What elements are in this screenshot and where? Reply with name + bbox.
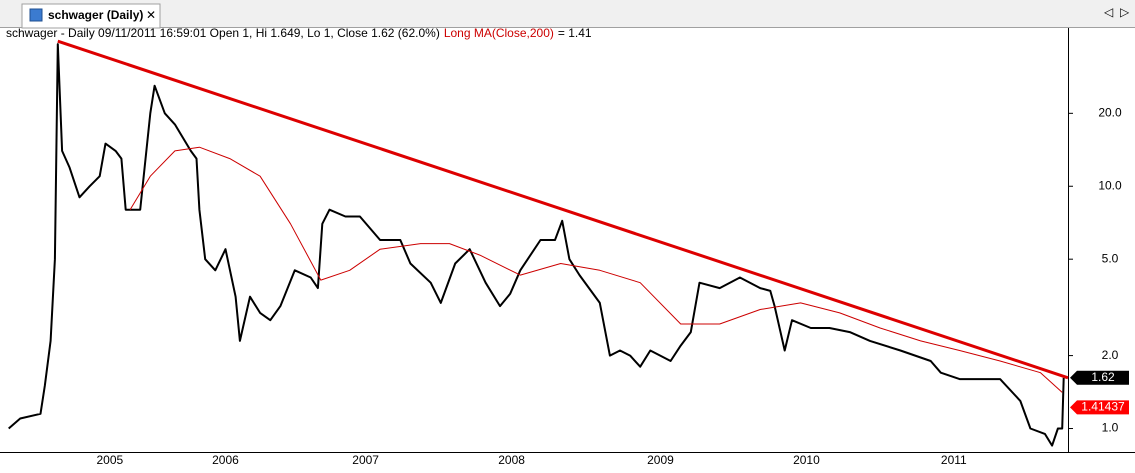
scroll-right[interactable]: ▷: [1120, 5, 1130, 19]
y-tick-label: 5.0: [1102, 251, 1119, 265]
x-tick-label: 2007: [352, 453, 379, 467]
header-ma-name: Long MA(Close,200): [444, 26, 554, 40]
last-value-label: 1.62: [1091, 370, 1115, 384]
series-line: [57, 39, 1069, 380]
y-tick-label: 2.0: [1102, 348, 1119, 362]
tab-close[interactable]: ✕: [146, 8, 156, 22]
tab[interactable]: schwager (Daily) ✕: [21, 3, 161, 29]
tab-icon: [29, 8, 43, 22]
header-ma-value: = 1.41: [558, 26, 592, 40]
x-tick-label: 2011: [941, 453, 967, 467]
y-tick-label: 10.0: [1098, 178, 1122, 192]
x-tick-label: 2010: [793, 453, 820, 467]
series-line: [8, 43, 1065, 447]
header-info: schwager - Daily 09/11/2011 16:59:01 Ope…: [6, 26, 440, 40]
chart-title: schwager - Daily 09/11/2011 16:59:01 Ope…: [6, 26, 592, 40]
y-tick-label: 1.0: [1102, 421, 1119, 435]
x-tick-label: 2008: [498, 453, 525, 467]
x-tick-label: 2009: [647, 453, 674, 467]
last-value-pointer: [1070, 370, 1077, 385]
last-value-pointer: [1070, 400, 1077, 415]
last-value-box: [1077, 400, 1129, 415]
scroll-left[interactable]: ◁: [1104, 5, 1114, 19]
y-tick-label: 20.0: [1098, 105, 1122, 119]
tab-title[interactable]: schwager (Daily): [48, 8, 143, 22]
x-tick-label: 2006: [212, 453, 239, 467]
last-value-box: [1077, 370, 1129, 385]
x-tick-label: 2005: [96, 453, 123, 467]
tab-bar: [0, 0, 1135, 28]
last-value-label: 1.41437: [1081, 400, 1125, 414]
series-line: [129, 146, 1063, 393]
tab-box[interactable]: [21, 3, 161, 29]
